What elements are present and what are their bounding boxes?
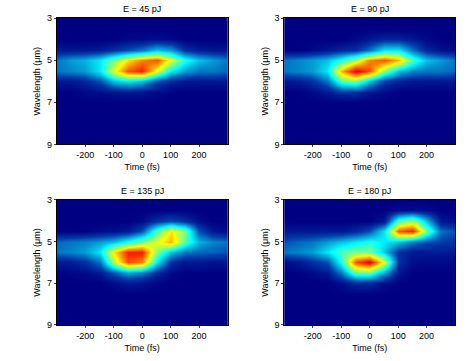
svg-text:Time (fs): Time (fs) bbox=[125, 343, 160, 353]
svg-text:-100: -100 bbox=[105, 331, 123, 341]
svg-text:7: 7 bbox=[47, 97, 52, 107]
svg-text:Time (fs): Time (fs) bbox=[352, 162, 387, 172]
svg-text:5: 5 bbox=[275, 237, 280, 247]
svg-text:E = 45 pJ: E = 45 pJ bbox=[123, 4, 161, 14]
svg-text:3: 3 bbox=[47, 13, 52, 23]
svg-text:9: 9 bbox=[275, 320, 280, 330]
svg-text:Time (fs): Time (fs) bbox=[125, 162, 160, 172]
svg-text:0: 0 bbox=[140, 331, 145, 341]
svg-text:0: 0 bbox=[367, 331, 372, 341]
svg-text:E = 90 pJ: E = 90 pJ bbox=[351, 4, 389, 14]
svg-text:7: 7 bbox=[47, 278, 52, 288]
svg-text:5: 5 bbox=[47, 55, 52, 65]
svg-text:9: 9 bbox=[47, 320, 52, 330]
svg-text:Wavelength (μm): Wavelength (μm) bbox=[260, 228, 270, 296]
svg-text:200: 200 bbox=[419, 331, 434, 341]
svg-text:E = 180 pJ: E = 180 pJ bbox=[348, 186, 391, 196]
svg-text:-100: -100 bbox=[332, 331, 350, 341]
svg-text:200: 200 bbox=[192, 150, 207, 160]
svg-text:Wavelength (μm): Wavelength (μm) bbox=[260, 47, 270, 115]
svg-text:Wavelength (μm): Wavelength (μm) bbox=[32, 47, 42, 115]
svg-text:7: 7 bbox=[275, 97, 280, 107]
svg-text:5: 5 bbox=[275, 55, 280, 65]
svg-text:0: 0 bbox=[367, 150, 372, 160]
svg-text:100: 100 bbox=[163, 331, 178, 341]
svg-text:7: 7 bbox=[275, 278, 280, 288]
svg-text:9: 9 bbox=[275, 140, 280, 150]
svg-text:-200: -200 bbox=[304, 150, 322, 160]
svg-text:100: 100 bbox=[163, 150, 178, 160]
svg-text:200: 200 bbox=[419, 150, 434, 160]
svg-text:Wavelength (μm): Wavelength (μm) bbox=[32, 228, 42, 296]
svg-text:-100: -100 bbox=[332, 150, 350, 160]
svg-text:5: 5 bbox=[47, 237, 52, 247]
svg-text:Time (fs): Time (fs) bbox=[352, 343, 387, 353]
svg-text:-100: -100 bbox=[105, 150, 123, 160]
svg-text:100: 100 bbox=[391, 150, 406, 160]
svg-text:3: 3 bbox=[47, 195, 52, 205]
svg-text:200: 200 bbox=[192, 331, 207, 341]
svg-text:0: 0 bbox=[140, 150, 145, 160]
svg-text:100: 100 bbox=[391, 331, 406, 341]
svg-text:3: 3 bbox=[275, 195, 280, 205]
svg-text:-200: -200 bbox=[76, 150, 94, 160]
svg-text:-200: -200 bbox=[76, 331, 94, 341]
svg-text:-200: -200 bbox=[304, 331, 322, 341]
svg-text:E = 135 pJ: E = 135 pJ bbox=[121, 186, 164, 196]
svg-text:9: 9 bbox=[47, 140, 52, 150]
svg-text:3: 3 bbox=[275, 13, 280, 23]
